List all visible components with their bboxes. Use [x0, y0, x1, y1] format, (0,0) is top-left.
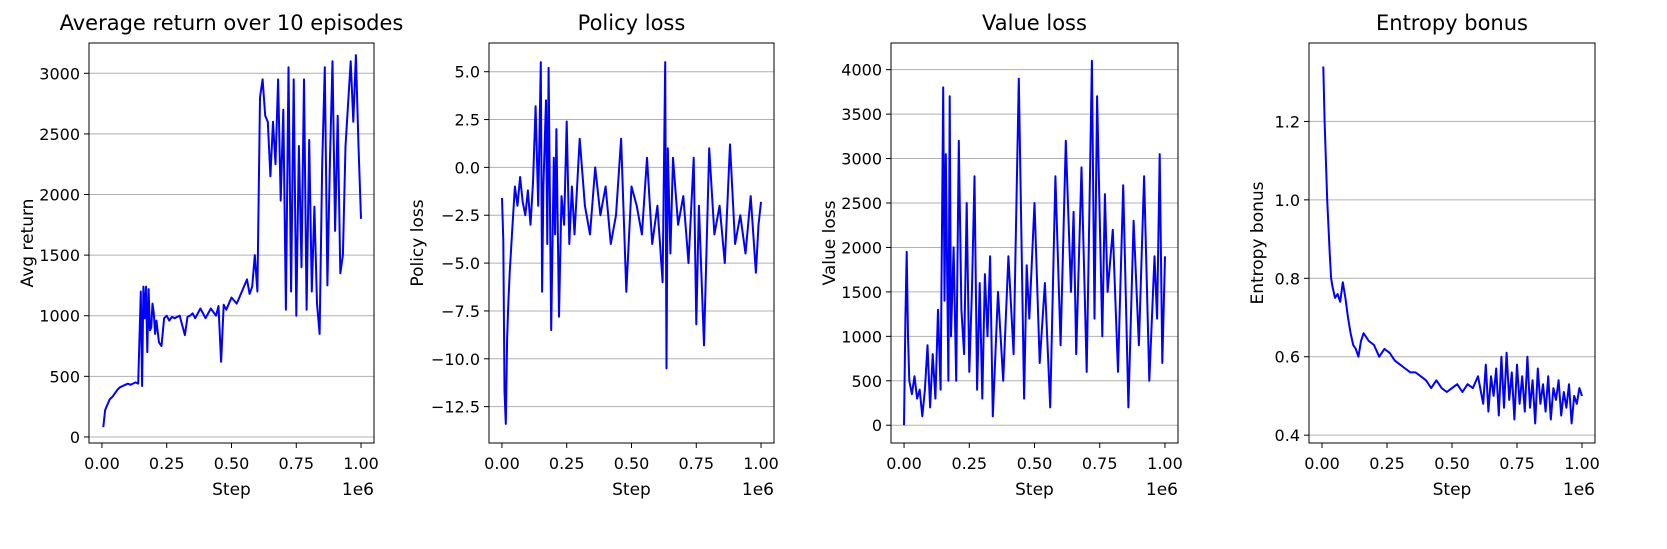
y-tick-label: 2000: [841, 238, 882, 257]
y-axis-label: Avg return: [18, 199, 38, 288]
chart-title: Policy loss: [578, 11, 686, 35]
y-tick-label: 2500: [841, 194, 882, 213]
y-tick-label: 1000: [39, 307, 80, 326]
x-tick-label: 0.00: [84, 454, 120, 473]
x-axis-label: Step: [1433, 480, 1472, 500]
y-tick-label: −5.0: [441, 254, 480, 273]
series-line: [903, 59, 1166, 426]
y-tick-label: 2500: [39, 125, 80, 144]
chart-panel-2: 0.00 0.25 0.50 0.75 1.00 −12.5 −10.0 −7.5 −5.0 −2…: [408, 11, 779, 500]
x-tick-label: 0.00: [1304, 454, 1340, 473]
y-tick-label: 2000: [39, 186, 80, 205]
x-tick-label: 0.25: [549, 454, 585, 473]
x-tick-label: 0.50: [1434, 454, 1470, 473]
x-tick-label: 0.25: [951, 454, 987, 473]
chart-title: Value loss: [982, 11, 1087, 35]
x-tick-label: 0.75: [1499, 454, 1535, 473]
x-offset-label: 1e6: [742, 480, 774, 500]
x-axis-label: Step: [612, 480, 651, 500]
y-tick-label: 0.8: [1275, 269, 1300, 288]
y-tick-label: 1500: [39, 246, 80, 265]
y-tick-label: 500: [49, 367, 80, 386]
chart-panel-1: 0.00 0.25 0.50 0.75 1.00 0 500 1000 1500 2000 2500…: [18, 11, 403, 500]
y-axis-label: Policy loss: [408, 199, 428, 286]
x-tick-label: 1.00: [743, 454, 779, 473]
y-tick-label: 3000: [39, 64, 80, 83]
y-tick-label: −12.5: [431, 398, 480, 417]
x-tick-label: 0.25: [149, 454, 185, 473]
y-tick-label: 3500: [841, 105, 882, 124]
y-tick-label: 0: [872, 416, 882, 435]
y-axis-label: Entropy bonus: [1248, 181, 1268, 304]
series-line: [501, 61, 762, 425]
x-offset-label: 1e6: [1146, 480, 1178, 500]
x-tick-label: 0.50: [1017, 454, 1053, 473]
x-tick-label: 1.00: [1147, 454, 1183, 473]
x-tick-label: 0.00: [484, 454, 520, 473]
y-tick-label: 0.4: [1275, 426, 1300, 445]
x-tick-label: 0.75: [278, 454, 314, 473]
chart-title: Average return over 10 episodes: [60, 11, 404, 35]
series-line: [1322, 66, 1583, 425]
y-tick-label: 3000: [841, 150, 882, 169]
y-tick-label: −10.0: [431, 350, 480, 369]
y-tick-label: 1.2: [1275, 112, 1300, 131]
y-tick-label: −7.5: [441, 302, 480, 321]
y-axis-label: Value loss: [820, 200, 840, 285]
y-tick-label: 5.0: [455, 63, 480, 82]
y-tick-label: 1.0: [1275, 191, 1300, 210]
x-offset-label: 1e6: [342, 480, 374, 500]
chart-panel-4: 0.00 0.25 0.50 0.75 1.00 0.4 0.6 0.8 1.0 1.2 Entro…: [1248, 11, 1600, 500]
y-tick-label: 1500: [841, 283, 882, 302]
x-tick-label: 1.00: [1564, 454, 1600, 473]
y-tick-label: −2.5: [441, 206, 480, 225]
panels: 0.00 0.25 0.50 0.75 1.0005001000150020002500…: [18, 11, 1600, 500]
y-tick-label: 0: [70, 428, 80, 447]
y-tick-label: 2.5: [455, 111, 480, 130]
x-tick-label: 0.00: [886, 454, 922, 473]
chart-title: Entropy bonus: [1376, 11, 1528, 35]
x-axis-label: Step: [212, 480, 251, 500]
x-tick-label: 0.25: [1369, 454, 1405, 473]
x-tick-label: 1.00: [343, 454, 379, 473]
x-tick-label: 0.75: [678, 454, 714, 473]
x-axis-label: Step: [1015, 480, 1054, 500]
y-tick-label: 0.6: [1275, 348, 1300, 367]
x-tick-label: 0.50: [614, 454, 650, 473]
y-tick-label: 0.0: [455, 158, 480, 177]
x-offset-label: 1e6: [1563, 480, 1595, 500]
chart-panel-3: 0.00 0.25 0.50 0.75 1.00 0 500 1000 1500 2000 2500…: [820, 11, 1183, 500]
x-tick-label: 0.75: [1082, 454, 1118, 473]
series-line: [102, 54, 362, 428]
x-tick-label: 0.50: [214, 454, 250, 473]
y-tick-label: 500: [851, 372, 882, 391]
y-tick-label: 4000: [841, 61, 882, 80]
y-tick-label: 1000: [841, 327, 882, 346]
